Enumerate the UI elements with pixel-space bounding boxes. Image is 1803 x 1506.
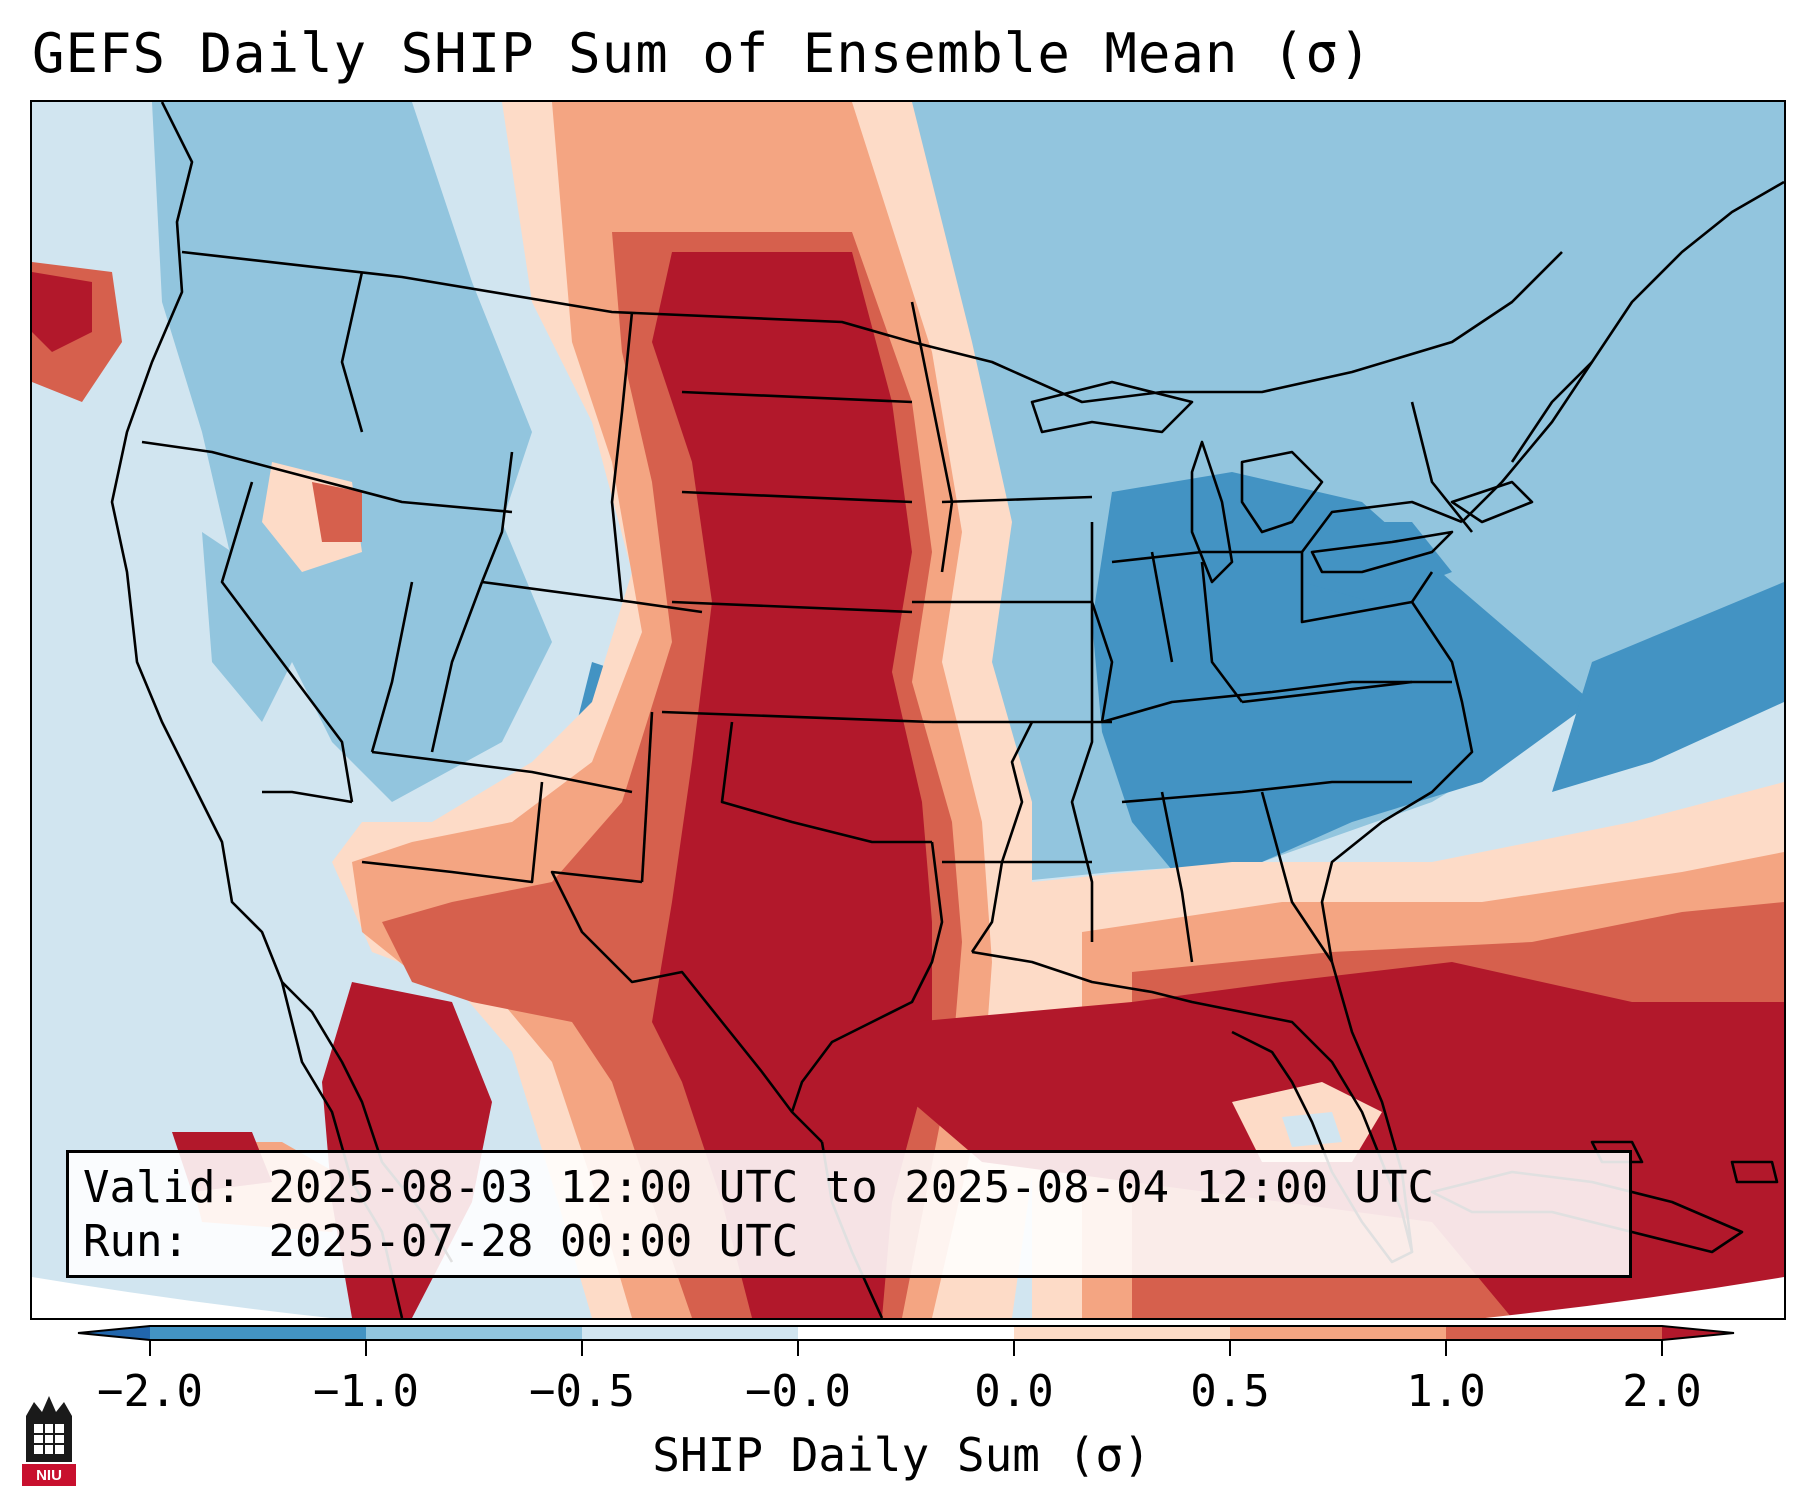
colorbar-segment [798, 1326, 1015, 1340]
validity-info-box: Valid: 2025-08-03 12:00 UTC to 2025-08-0… [66, 1150, 1632, 1278]
colorbar-segment [582, 1326, 799, 1340]
valid-time-range: 2025-08-03 12:00 UTC to 2025-08-04 12:00… [268, 1162, 1435, 1213]
niu-logo-text: NIU [36, 1467, 62, 1484]
colorbar-tick-label: 0.5 [1190, 1366, 1270, 1417]
map-canvas [32, 102, 1784, 1318]
run-time: 2025-07-28 00:00 UTC [268, 1216, 799, 1267]
boundaries [110, 102, 1784, 1318]
colorbar [77, 1325, 1735, 1356]
colorbar-extend-low [78, 1326, 150, 1340]
colorbar-tick-label: 0.0 [974, 1366, 1054, 1417]
niu-logo: NIU [20, 1392, 78, 1488]
gulf-blue-patch [1282, 1112, 1342, 1147]
colorbar-segment [366, 1326, 583, 1340]
colorbar-tick-label: 2.0 [1622, 1366, 1702, 1417]
colorbar-tick-label: −0.5 [529, 1366, 635, 1417]
map-panel [30, 100, 1786, 1320]
colorbar-segment [1230, 1326, 1447, 1340]
niu-logo-icon [22, 1396, 76, 1486]
colorbar-segment [1446, 1326, 1663, 1340]
colorbar-extend-high [1662, 1326, 1734, 1340]
chart-title: GEFS Daily SHIP Sum of Ensemble Mean (σ) [32, 22, 1373, 85]
colorbar-label: SHIP Daily Sum (σ) [652, 1428, 1151, 1482]
colorbar-tick-label: −1.0 [313, 1366, 419, 1417]
colorbar-segment [150, 1326, 367, 1340]
valid-label: Valid: [83, 1162, 242, 1213]
colorbar-segment [1014, 1326, 1231, 1340]
colorbar-tick-label: −0.0 [745, 1366, 851, 1417]
domain-edge [32, 1277, 1784, 1318]
west-coastline [110, 102, 404, 1318]
colorbar-tick-label: −2.0 [97, 1366, 203, 1417]
colorbar-tick-label: 1.0 [1406, 1366, 1486, 1417]
run-label: Run: [83, 1216, 242, 1267]
